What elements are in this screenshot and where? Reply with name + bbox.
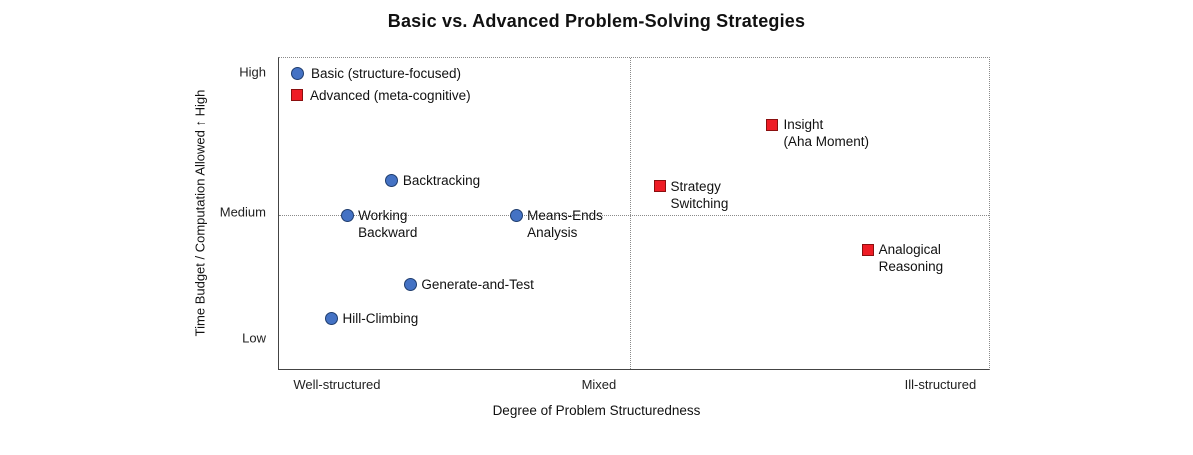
plot-area: Basic (structure-focused) Advanced (meta…	[278, 57, 990, 370]
basic-circle-marker-icon	[291, 66, 304, 80]
data-point-generate-and-test	[403, 277, 417, 291]
data-point-label-generate-and-test: Generate-and-Test	[421, 276, 534, 292]
y-tick-label-medium: Medium	[219, 204, 266, 220]
data-point-label-insight-aha-moment: Insight (Aha Moment)	[783, 117, 869, 150]
horizontal-gridline	[279, 215, 989, 217]
x-tick-label-ill-structured: Ill-structured	[904, 377, 977, 392]
legend: Basic (structure-focused) Advanced (meta…	[291, 62, 471, 106]
data-point-label-hill-climbing: Hill-Climbing	[342, 310, 419, 326]
vertical-gridline	[629, 58, 631, 369]
data-point-insight-aha-moment	[766, 118, 779, 131]
data-point-backtracking	[385, 173, 399, 187]
data-point-strategy-switching	[653, 180, 666, 193]
x-axis-label: Degree of Problem Structuredness	[492, 403, 701, 418]
legend-label-advanced: Advanced (meta-cognitive)	[310, 87, 471, 103]
legend-label-basic: Basic (structure-focused)	[311, 65, 462, 81]
y-tick-label-high: High	[239, 64, 266, 80]
legend-item-advanced: Advanced (meta-cognitive)	[291, 84, 471, 106]
advanced-square-marker-icon	[291, 89, 303, 101]
y-tick-label-low: Low	[242, 330, 266, 346]
data-point-working-backward	[340, 208, 354, 222]
data-point-label-strategy-switching: Strategy Switching	[670, 178, 729, 211]
data-point-label-analogical-reasoning: Analogical Reasoning	[878, 242, 944, 275]
data-point-label-means-ends-analysis: Means-Ends Analysis	[527, 207, 603, 240]
x-tick-label-well-structured: Well-structured	[293, 377, 381, 392]
legend-item-basic: Basic (structure-focused)	[291, 62, 471, 84]
data-point-means-ends-analysis	[509, 208, 523, 222]
data-point-hill-climbing	[325, 311, 339, 325]
data-point-analogical-reasoning	[861, 243, 874, 256]
chart-title: Basic vs. Advanced Problem-Solving Strat…	[387, 11, 806, 31]
y-tick-labels: High Medium Low	[0, 57, 266, 370]
data-point-label-working-backward: Working Backward	[358, 207, 418, 240]
x-tick-label-mixed: Mixed	[581, 377, 617, 392]
data-point-label-backtracking: Backtracking	[402, 172, 481, 188]
x-tick-labels: Well-structured Mixed Ill-structured	[278, 377, 990, 395]
